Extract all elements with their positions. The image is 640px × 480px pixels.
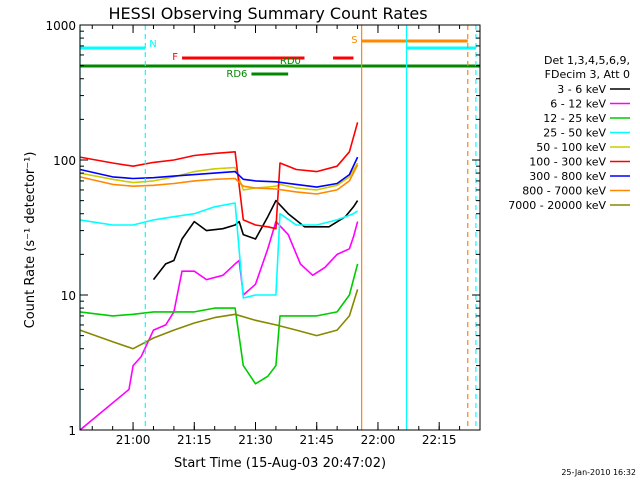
x-tick-label: 21:15 — [177, 433, 212, 447]
flag-label-s: S — [351, 35, 357, 46]
legend-header-line-2: FDecim 3, Att 0 — [545, 68, 630, 81]
series-line-2 — [79, 220, 359, 431]
flag-label-n: N — [149, 39, 156, 50]
x-tick-label: 22:00 — [361, 433, 396, 447]
y-tick-label: 1 — [68, 424, 76, 438]
legend-label-8: 800 - 7000 keV — [522, 185, 606, 198]
legend-label-9: 7000 - 20000 keV — [508, 199, 606, 212]
series-line-1 — [152, 199, 359, 281]
flag-label-rd6: RD6 — [226, 69, 247, 80]
x-axis-label: Start Time (15-Aug-03 20:47:02) — [174, 456, 386, 471]
y-tick-label: 1000 — [45, 19, 76, 33]
legend-label-5: 50 - 100 keV — [536, 141, 606, 154]
legend-label-1: 3 - 6 keV — [557, 83, 606, 96]
plot-frame — [79, 24, 481, 431]
legend-label-3: 12 - 25 keV — [543, 112, 606, 125]
series-line-5 — [79, 162, 359, 191]
y-axis-label: Count Rate (s⁻¹ detector⁻¹) — [23, 152, 38, 329]
y-tick-label: 100 — [53, 154, 76, 168]
x-tick-label: 22:15 — [422, 433, 457, 447]
series-line-7 — [79, 156, 359, 188]
y-tick-label: 10 — [61, 289, 76, 303]
x-tick-label: 21:45 — [299, 433, 334, 447]
legend-label-4: 25 - 50 keV — [543, 127, 606, 140]
series-line-3 — [79, 263, 359, 385]
chart-title: HESSI Observing Summary Count Rates — [108, 4, 427, 23]
series-group — [79, 122, 359, 431]
legend-label-2: 6 - 12 keV — [550, 98, 606, 111]
legend: Det 1,3,4,5,6,9, FDecim 3, Att 0 3 - 6 k… — [508, 54, 630, 212]
observing-flags: N F S RD0 RD6 — [80, 35, 480, 80]
flag-label-f: F — [172, 52, 178, 63]
series-line-9 — [79, 289, 359, 350]
legend-label-6: 100 - 300 keV — [529, 156, 606, 169]
x-tick-label: 21:00 — [116, 433, 151, 447]
series-line-8 — [79, 164, 359, 195]
footer-timestamp: 25-Jan-2010 16:32 — [561, 468, 636, 477]
series-line-6 — [79, 122, 359, 230]
series-line-4 — [79, 202, 359, 299]
flag-label-rd0: RD0 — [280, 56, 301, 67]
axis-ticks: 21:00 21:15 21:30 21:45 22:00 22:15 1 10 100 1000 — [45, 19, 481, 447]
legend-label-7: 300 - 800 keV — [529, 170, 606, 183]
x-tick-label: 21:30 — [238, 433, 273, 447]
legend-header-line-1: Det 1,3,4,5,6,9, — [544, 54, 630, 67]
